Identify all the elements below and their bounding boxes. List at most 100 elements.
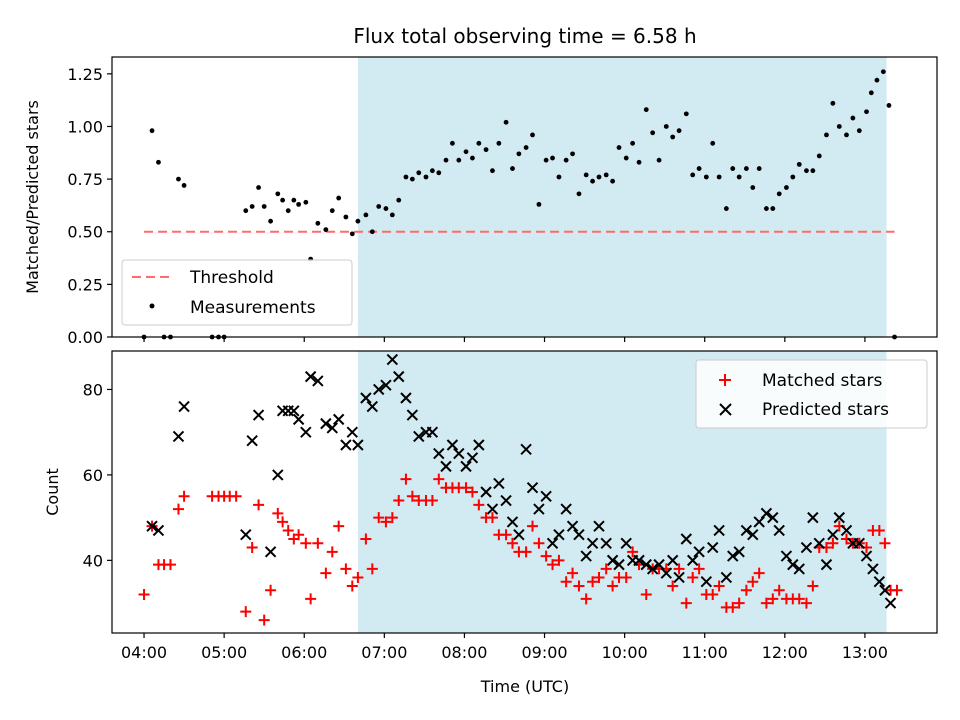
matched-star-point <box>500 529 512 541</box>
matched-star-point <box>277 516 289 528</box>
measurement-point <box>343 214 349 220</box>
predicted-star-point <box>707 541 719 554</box>
matched-star-point <box>366 563 378 575</box>
top-axes-frame <box>111 56 938 338</box>
predicted-star-point <box>272 469 284 481</box>
measurement-point <box>450 140 455 146</box>
measurements-legend-swatch <box>149 303 155 309</box>
predicted-star-point <box>586 537 599 549</box>
matched-star-point <box>340 563 352 575</box>
predicted-star-point <box>152 524 165 537</box>
measurement-point <box>824 132 829 138</box>
predicted-star-point <box>620 537 632 549</box>
measurement-point <box>543 157 549 163</box>
predicted-star-point <box>264 546 277 558</box>
predicted-star-point <box>486 503 499 515</box>
matched-star-point <box>406 490 418 502</box>
predicted-star-point <box>292 413 305 426</box>
measurement-point <box>556 174 562 180</box>
measurement-point <box>670 134 676 140</box>
predicted-star-point <box>600 537 612 549</box>
predicted-star-point <box>640 558 652 571</box>
matched-star-point <box>178 490 190 502</box>
matched-star-point <box>164 559 176 571</box>
predicted-star-point <box>540 490 552 502</box>
predicted-star-point <box>480 486 492 498</box>
predicted-star-point <box>747 529 759 541</box>
top-y-ticks: 0.00 0.25 0.50 0.75 1.00 1.25 <box>67 65 112 347</box>
measurement-point <box>523 145 529 150</box>
measurement-point <box>315 220 321 226</box>
measurement-point <box>590 178 595 184</box>
matched-star-point <box>305 593 317 605</box>
measurement-point <box>329 208 335 214</box>
matched-star-point <box>240 606 252 618</box>
matched-star-point <box>253 499 265 511</box>
measurement-point <box>784 185 789 190</box>
measurement-point <box>261 204 267 209</box>
top-y-tick-label: 0.25 <box>67 275 103 294</box>
matched-star-point <box>486 512 498 524</box>
predicted-star-point <box>473 439 485 451</box>
measurement-point <box>156 159 161 165</box>
matched-star-point <box>346 580 358 592</box>
x-tick-label: 09:00 <box>521 643 567 662</box>
predicted-legend-swatch <box>719 403 732 416</box>
measurement-point <box>403 174 409 180</box>
measurement-point <box>650 130 656 136</box>
measurement-point <box>868 90 874 96</box>
measurement-point <box>836 124 842 129</box>
matched-star-point <box>891 584 903 596</box>
measurement-point <box>610 178 616 184</box>
predicted-star-point <box>593 520 605 532</box>
matched-star-point <box>753 567 765 579</box>
measurement-point <box>730 166 736 171</box>
predicted-star-point <box>573 529 585 541</box>
predicted-star-point <box>727 550 739 562</box>
matched-star-point <box>707 589 719 601</box>
measurement-point <box>710 140 716 146</box>
matched-star-point <box>138 589 150 601</box>
measurement-point <box>570 151 575 157</box>
top-y-tick-label: 0.75 <box>67 170 103 189</box>
measurement-point <box>756 166 762 171</box>
matched-legend-swatch <box>719 374 731 386</box>
measurement-point <box>596 174 602 180</box>
predicted-star-point <box>240 529 252 541</box>
matched-star-point <box>693 563 705 575</box>
matched-star-point <box>673 563 685 575</box>
predicted-star-point <box>760 507 773 520</box>
predicted-star-point <box>493 477 505 490</box>
matched-star-point <box>840 533 852 545</box>
measurement-point <box>850 115 856 121</box>
measurement-point <box>496 140 502 146</box>
predicted-star-point <box>252 409 265 421</box>
predicted-star-point <box>860 550 873 562</box>
top-measurements <box>141 69 897 340</box>
predicted-star-point <box>506 516 519 528</box>
measurement-point <box>550 155 555 161</box>
predicted-star-point <box>767 511 779 524</box>
predicted-star-point <box>580 550 592 562</box>
measurement-point <box>383 206 389 211</box>
matched-star-point <box>282 524 294 536</box>
measurement-point <box>830 100 836 106</box>
measurement-point <box>268 218 273 224</box>
predicted-star-point <box>740 524 753 537</box>
predicted-star-point <box>646 563 659 575</box>
matched-star-point <box>533 537 545 549</box>
matched-star-point <box>473 499 485 511</box>
predicted-star-point <box>793 563 805 575</box>
measurement-point <box>176 176 181 182</box>
matched-star-point <box>320 567 332 579</box>
measurement-point <box>280 197 286 203</box>
matched-star-point <box>680 597 692 609</box>
matched-star-point <box>360 533 372 545</box>
matched-star-point <box>580 593 592 605</box>
matched-star-point <box>460 482 472 494</box>
measurement-point <box>810 168 816 174</box>
top-y-tick-label: 0.00 <box>67 328 103 347</box>
measurement-point <box>816 153 822 159</box>
measurement-point <box>355 218 361 224</box>
x-tick-label: 05:00 <box>201 643 247 662</box>
